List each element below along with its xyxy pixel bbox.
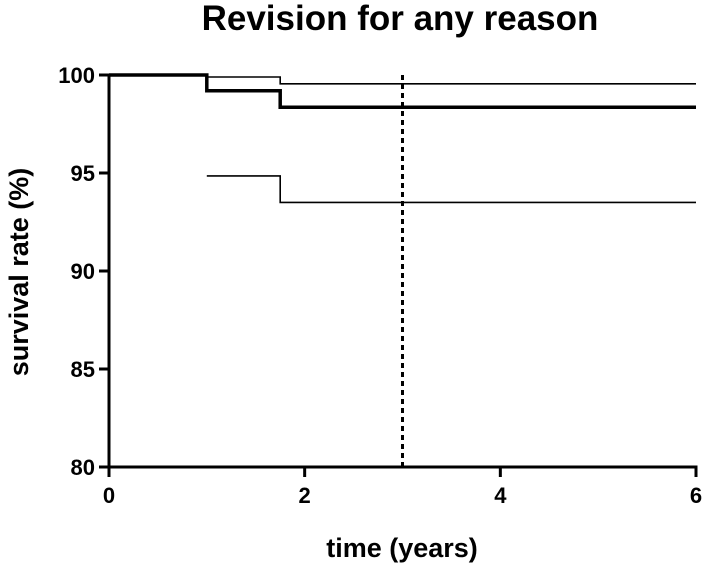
y-tick-label-2: 90 (71, 259, 95, 284)
chart-title: Revision for any reason (202, 0, 599, 38)
y-tick-label-4: 100 (58, 63, 95, 88)
x-tick-label-0: 0 (103, 483, 115, 508)
plot-area (109, 73, 696, 467)
series-line-lower-confidence-limit (206, 175, 696, 204)
y-tick-label-0: 80 (71, 455, 95, 480)
x-axis-label: time (years) (326, 533, 478, 563)
x-tick-label-3: 6 (690, 483, 702, 508)
y-axis-label: survival rate (%) (4, 168, 34, 377)
x-tick-label-1: 2 (299, 483, 311, 508)
y-tick-label-1: 85 (71, 357, 95, 382)
y-tick-label-3: 95 (71, 161, 95, 186)
series-line-upper-confidence-limit (109, 74, 696, 85)
axes: 0 2 4 6 80 85 90 95 100 (58, 63, 702, 508)
x-tick-label-2: 4 (494, 483, 507, 508)
